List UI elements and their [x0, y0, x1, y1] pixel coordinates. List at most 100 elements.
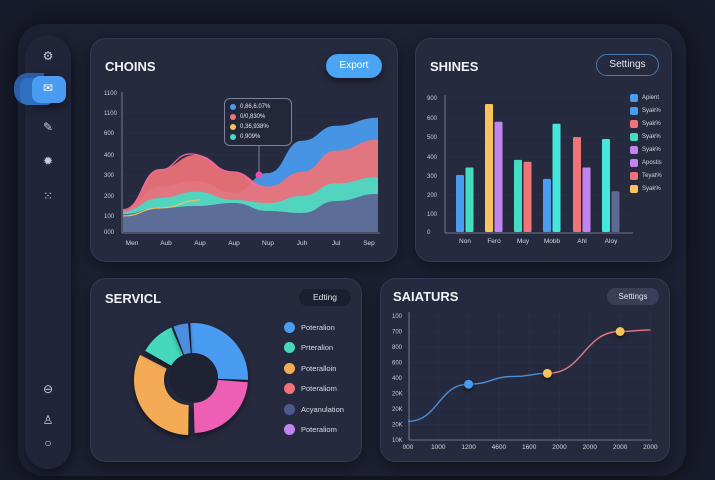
donut-legend: Poteralion Prteralion Poteralloin Poteralio…	[284, 317, 344, 440]
edit-icon[interactable]: ✎	[42, 120, 54, 134]
settings-dots-icon[interactable]: ⚙	[42, 49, 54, 63]
donut-hole	[169, 354, 217, 402]
x-tick-label: Muy	[517, 238, 530, 245]
export-button[interactable]: Export	[326, 54, 382, 78]
legend-label: Apostis	[642, 159, 662, 166]
tooltip-value: 0,86,6.07%	[240, 104, 271, 110]
user-icon[interactable]: ♙	[42, 413, 54, 427]
legend-item: Poteraliom	[284, 420, 344, 441]
bar	[485, 104, 493, 232]
circle-icon[interactable]: ○	[44, 436, 52, 450]
bar	[611, 191, 620, 232]
donut-slice	[173, 323, 191, 355]
y-tick-label: 1100	[104, 111, 118, 117]
grid-icon[interactable]: ⁙	[42, 189, 54, 203]
y-tick-label: 300	[427, 174, 438, 180]
y-tick-label: 0	[427, 230, 431, 236]
donut-slice	[190, 323, 248, 380]
sidebar-item-inbox-active[interactable]	[32, 76, 66, 103]
legend-item: Poteraliom	[284, 379, 344, 400]
card-title: SAIATURS	[393, 289, 459, 304]
legend-item: Syak%	[630, 130, 662, 143]
y-tick-label: 20K	[392, 392, 403, 398]
y-tick-label: 600	[104, 131, 115, 137]
series-dot-icon	[230, 104, 236, 110]
tooltip-row: 0/0,830%	[230, 112, 286, 122]
legend-label: Apient	[642, 94, 660, 101]
data-point	[615, 327, 625, 336]
legend-item: Acyanulation	[284, 399, 344, 420]
y-tick-label: 1100	[104, 91, 118, 97]
series-dot-icon	[230, 114, 236, 120]
area-series	[123, 193, 378, 232]
legend-label: Syak%	[642, 185, 661, 192]
chart-tooltip: 0,86,6.07% 0/0,830% 0,36,938% 0,909%	[224, 98, 292, 146]
y-tick-label: 200	[104, 194, 115, 200]
legend-label: Poteralloin	[301, 363, 337, 373]
legend-label: Syak%	[642, 120, 661, 127]
legend-item: Prteralion	[284, 338, 344, 359]
x-tick-label: Jul	[332, 240, 341, 247]
tooltip-row: 0,86,6.07%	[230, 102, 286, 112]
legend-dot-icon	[284, 424, 295, 436]
line-series	[547, 329, 651, 375]
legend-item: Syak%	[630, 117, 662, 130]
y-tick-label: 100	[392, 314, 403, 320]
y-tick-label: 200	[427, 193, 438, 199]
tooltip-row: 0,36,938%	[230, 122, 286, 132]
minus-circle-icon[interactable]: ⊖	[42, 382, 54, 396]
bar	[552, 123, 561, 232]
bar	[573, 137, 581, 232]
x-tick-label: 2000	[613, 444, 628, 451]
bar	[514, 159, 522, 232]
bar	[523, 161, 532, 232]
series-dot-icon	[230, 124, 236, 130]
settings-button[interactable]: Settings	[596, 54, 659, 76]
x-tick-label: Ahl	[577, 238, 587, 245]
editing-button[interactable]: Edting	[299, 289, 351, 306]
legend-dot-icon	[284, 342, 295, 354]
bar	[602, 139, 610, 232]
tooltip-value: 0,36,938%	[240, 124, 269, 130]
y-tick-label: 20K	[392, 423, 403, 429]
bar	[456, 175, 464, 232]
tooltip-value: 0/0,830%	[240, 114, 266, 120]
y-tick-label: 20K	[392, 407, 403, 413]
bar-legend: Apient Syak% Syak% Syak% Syak% Apostis Teyat% S…	[630, 91, 662, 195]
x-tick-label: Aup	[194, 240, 206, 247]
x-tick-label: Nup	[262, 240, 274, 247]
legend-label: Poteraliom	[301, 384, 337, 394]
y-tick-label: 400	[104, 153, 115, 159]
legend-swatch-icon	[630, 119, 638, 128]
legend-label: Syak%	[642, 133, 661, 140]
x-tick-label: Non	[459, 238, 471, 245]
bar	[494, 121, 503, 232]
inbox-icon[interactable]: ✉	[42, 81, 54, 95]
y-tick-label: 500	[427, 135, 438, 141]
bar	[465, 167, 474, 232]
settings-button[interactable]: Settings	[607, 288, 659, 305]
series-dot-icon	[230, 134, 236, 140]
legend-label: Syak%	[642, 146, 661, 153]
legend-swatch-icon	[630, 132, 638, 141]
card-title: SHINES	[430, 59, 479, 74]
legend-swatch-icon	[630, 145, 638, 154]
donut-slice	[134, 354, 189, 435]
card-title: SERVICL	[105, 291, 162, 306]
bar	[543, 178, 551, 232]
y-tick-label: 400	[392, 376, 403, 382]
card-title: CHOINS	[105, 59, 156, 74]
legend-dot-icon	[284, 321, 295, 333]
y-tick-label: 100	[427, 212, 438, 218]
x-tick-label: 2000	[643, 444, 658, 451]
y-tick-label: 900	[427, 96, 438, 102]
donut-slice	[193, 379, 248, 433]
legend-swatch-icon	[630, 184, 638, 193]
gear-icon[interactable]: ✹	[42, 154, 54, 168]
y-tick-label: 300	[104, 173, 115, 179]
legend-dot-icon	[284, 403, 295, 415]
legend-label: Poteraliom	[301, 425, 337, 435]
legend-swatch-icon	[630, 171, 638, 180]
